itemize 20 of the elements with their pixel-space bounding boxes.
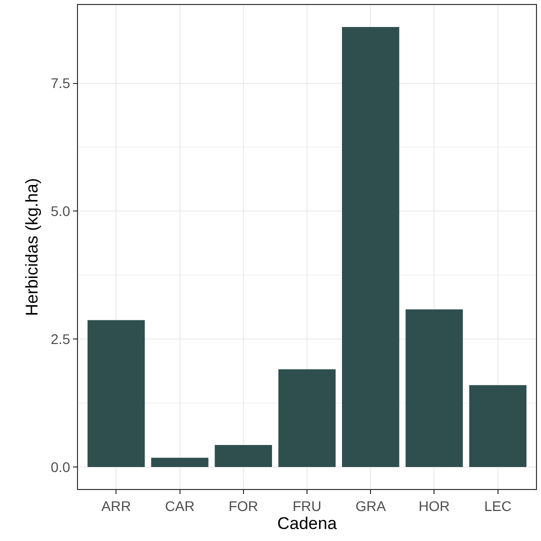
y-axis-title: Herbicidas (kg.ha) [22, 178, 42, 316]
x-tick-label: LEC [484, 498, 512, 514]
bar [469, 385, 526, 467]
bar [406, 309, 463, 467]
x-tick-label: FRU [292, 498, 322, 514]
bar [214, 445, 272, 467]
bar [342, 27, 400, 467]
x-axis-title: Cadena [277, 514, 338, 534]
y-tick-label: 2.5 [50, 330, 70, 347]
bar [88, 320, 145, 467]
bar [151, 458, 208, 467]
x-tick-label: FOR [228, 498, 258, 514]
y-tick-label: 0.0 [50, 458, 70, 475]
x-tick-label: GRA [355, 498, 386, 514]
y-tick-label: 5.0 [50, 203, 70, 220]
bar [278, 369, 336, 467]
y-tick-label: 7.5 [50, 75, 70, 92]
x-tick-label: ARR [101, 498, 131, 514]
x-tick-label: HOR [418, 498, 450, 514]
x-tick-label: CAR [165, 498, 195, 514]
